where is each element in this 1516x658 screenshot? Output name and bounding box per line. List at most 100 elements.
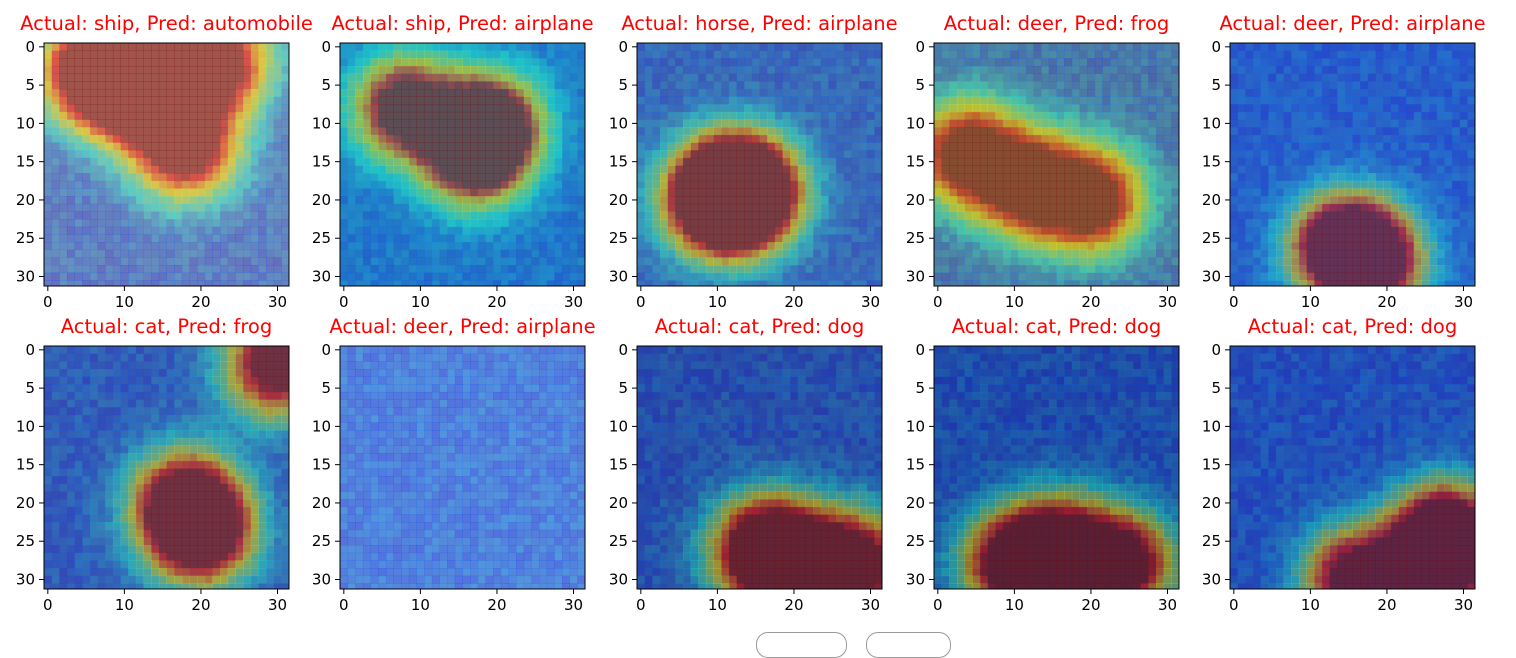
- heat-pixel: [266, 265, 274, 273]
- heat-pixel: [1133, 43, 1141, 51]
- heat-pixel: [637, 227, 645, 235]
- heat-pixel: [508, 150, 516, 158]
- heat-pixel: [813, 135, 821, 143]
- heat-pixel: [44, 97, 52, 105]
- heat-pixel: [67, 127, 75, 135]
- heat-pixel: [1414, 81, 1422, 89]
- heat-pixel: [105, 219, 113, 227]
- heat-pixel: [1421, 74, 1429, 82]
- heat-pixel: [562, 112, 570, 120]
- heat-pixel: [1110, 211, 1118, 219]
- heat-pixel: [478, 227, 486, 235]
- heat-pixel: [1064, 166, 1072, 174]
- heat-pixel: [1125, 181, 1133, 189]
- heat-pixel: [874, 188, 882, 196]
- heat-pixel: [547, 280, 555, 288]
- heat-pixel: [1141, 173, 1149, 181]
- heat-pixel: [1268, 89, 1276, 97]
- heat-pixel: [1049, 166, 1057, 174]
- heat-pixel: [113, 97, 121, 105]
- heat-pixel: [121, 188, 129, 196]
- heat-pixel: [197, 166, 205, 174]
- heat-pixel: [828, 250, 836, 258]
- heat-pixel: [1041, 51, 1049, 59]
- heat-pixel: [995, 219, 1003, 227]
- heat-pixel: [1238, 181, 1246, 189]
- heat-pixel: [1133, 143, 1141, 151]
- heat-pixel: [463, 58, 471, 66]
- heat-pixel: [782, 280, 790, 288]
- heat-pixel: [1406, 66, 1414, 74]
- heat-pixel: [205, 242, 213, 250]
- heat-pixel: [752, 51, 760, 59]
- heat-pixel: [706, 273, 714, 281]
- heat-pixel: [972, 66, 980, 74]
- heat-pixel: [340, 219, 348, 227]
- heat-pixel: [1291, 51, 1299, 59]
- heat-pixel: [174, 234, 182, 242]
- heat-pixel: [1072, 143, 1080, 151]
- heat-pixel: [1253, 204, 1261, 212]
- heat-pixel: [1253, 166, 1261, 174]
- heat-pixel: [1133, 188, 1141, 196]
- heat-pixel: [258, 211, 266, 219]
- heat-pixel: [1452, 181, 1460, 189]
- heat-pixel: [197, 242, 205, 250]
- heat-pixel: [82, 234, 90, 242]
- heat-pixel: [281, 43, 289, 51]
- heat-pixel: [1034, 58, 1042, 66]
- heat-pixel: [501, 81, 509, 89]
- heat-pixel: [144, 43, 152, 51]
- heat-pixel: [1375, 196, 1383, 204]
- heat-pixel: [668, 257, 676, 265]
- heat-pixel: [440, 211, 448, 219]
- heat-pixel: [1011, 273, 1019, 281]
- heat-pixel: [1041, 188, 1049, 196]
- heat-pixel: [737, 51, 745, 59]
- heat-pixel: [189, 196, 197, 204]
- heat-pixel: [417, 97, 425, 105]
- heat-pixel: [121, 158, 129, 166]
- heat-pixel: [1360, 127, 1368, 135]
- heat-pixel: [424, 120, 432, 128]
- heat-pixel: [1110, 250, 1118, 258]
- heat-pixel: [531, 173, 539, 181]
- heat-pixel: [949, 43, 957, 51]
- heat-pixel: [729, 81, 737, 89]
- heat-pixel: [995, 280, 1003, 288]
- heat-pixel: [547, 250, 555, 258]
- heat-pixel: [859, 280, 867, 288]
- heat-pixel: [995, 166, 1003, 174]
- heat-pixel: [867, 135, 875, 143]
- heat-pixel: [363, 173, 371, 181]
- heat-pixel: [752, 265, 760, 273]
- heat-pixel: [1026, 112, 1034, 120]
- heat-pixel: [144, 112, 152, 120]
- heat-pixel: [660, 280, 668, 288]
- heat-pixel: [348, 143, 356, 151]
- heat-pixel: [1034, 127, 1042, 135]
- heat-pixel: [721, 74, 729, 82]
- heat-pixel: [105, 43, 113, 51]
- heat-pixel: [258, 58, 266, 66]
- heat-pixel: [798, 120, 806, 128]
- heat-pixel: [348, 181, 356, 189]
- heat-pixel: [1360, 181, 1368, 189]
- heat-pixel: [1011, 43, 1019, 51]
- heat-pixel: [813, 166, 821, 174]
- heat-pixel: [1072, 127, 1080, 135]
- heat-pixel: [1337, 97, 1345, 105]
- heat-pixel: [105, 127, 113, 135]
- heat-pixel: [1148, 219, 1156, 227]
- heat-pixel: [432, 166, 440, 174]
- heat-pixel: [251, 89, 259, 97]
- heat-pixel: [714, 173, 722, 181]
- heat-pixel: [798, 188, 806, 196]
- heat-pixel: [1148, 211, 1156, 219]
- heat-pixel: [1467, 158, 1475, 166]
- heat-pixel: [949, 273, 957, 281]
- heat-pixel: [874, 66, 882, 74]
- heat-pixel: [1003, 273, 1011, 281]
- heat-pixel: [1253, 104, 1261, 112]
- heat-pixel: [1444, 112, 1452, 120]
